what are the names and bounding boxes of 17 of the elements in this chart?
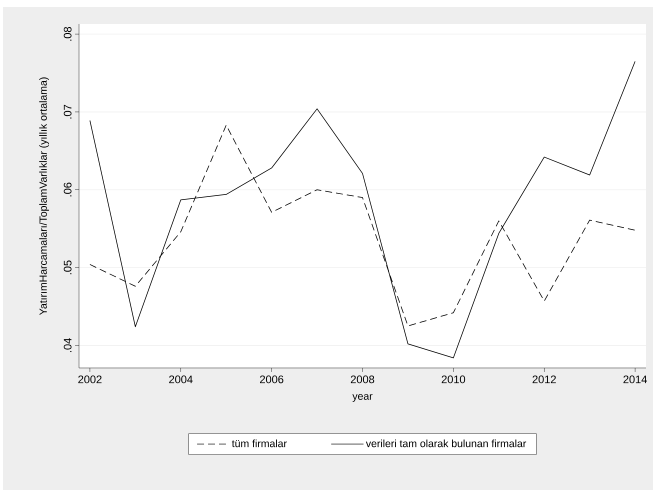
y-tick-label: .05	[64, 260, 72, 274]
x-axis-title: year	[352, 394, 373, 402]
y-tick-label: .07	[64, 104, 72, 119]
legend-label: tüm firmalar	[232, 440, 287, 448]
x-tick-label: 2010	[442, 376, 466, 384]
x-tick-label: 2006	[260, 376, 284, 384]
y-tick-label: .06	[64, 182, 72, 196]
x-tick-label: 2002	[78, 376, 102, 384]
x-tick-label: 2008	[350, 376, 374, 384]
y-tick-label: .08	[64, 26, 72, 41]
x-tick-label: 2014	[623, 376, 647, 384]
legend-label: verileri tam olarak bulunan firmalar	[366, 440, 526, 448]
x-tick-label: 2012	[532, 376, 556, 384]
x-tick-label: 2004	[169, 376, 193, 384]
line-series	[90, 60, 636, 358]
y-tick-label: .04	[64, 338, 72, 352]
y-axis-title: YatırımHarcamaları/ToplamVarlıklar (yıllık ortalama)	[39, 77, 49, 316]
